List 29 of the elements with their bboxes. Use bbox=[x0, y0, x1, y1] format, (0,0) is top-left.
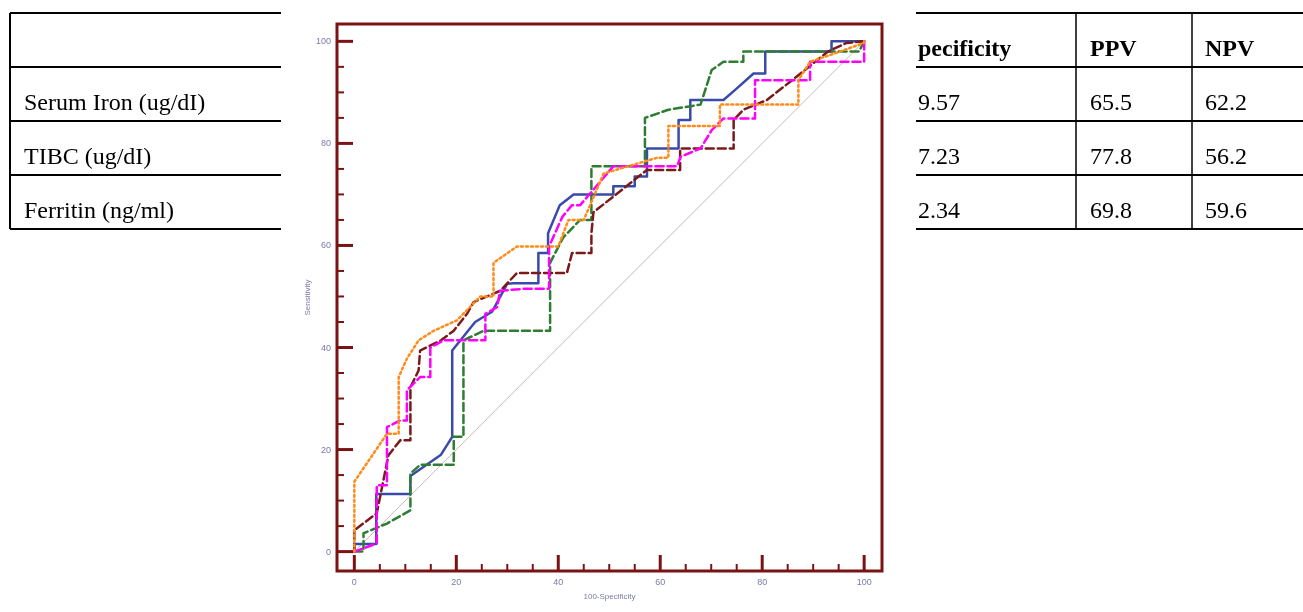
y-tick-label: 40 bbox=[320, 342, 331, 353]
y-tick-label: 80 bbox=[320, 138, 331, 149]
text: NPV bbox=[1205, 35, 1255, 61]
text: PPV bbox=[1090, 35, 1138, 61]
text: Ferritin (ng/ml) bbox=[24, 197, 174, 223]
text: 9.57 bbox=[918, 89, 960, 115]
text: TIBC (ug/dI) bbox=[24, 143, 152, 169]
x-tick-label: 0 bbox=[351, 577, 357, 587]
text: 65.5 bbox=[1090, 89, 1132, 115]
y-tick-label: 100 bbox=[315, 36, 331, 47]
text: 69.8 bbox=[1090, 197, 1132, 223]
y-tick-label: 60 bbox=[320, 240, 331, 251]
y-axis-title: Sensitivity bbox=[303, 279, 312, 316]
x-tick-label: 60 bbox=[655, 577, 666, 587]
x-tick-label: 20 bbox=[451, 577, 462, 587]
text: 56.2 bbox=[1205, 143, 1247, 169]
text: Serum Iron (ug/dI) bbox=[24, 89, 206, 115]
text: 77.8 bbox=[1090, 143, 1132, 169]
y-tick-label: 0 bbox=[325, 546, 331, 557]
x-tick-label: 100 bbox=[856, 577, 872, 587]
text: 7.23 bbox=[918, 143, 960, 169]
y-tick-label: 20 bbox=[320, 444, 331, 455]
text: 59.6 bbox=[1205, 197, 1247, 223]
x-axis-title: 100-Specificity bbox=[583, 592, 636, 601]
text: pecificity bbox=[918, 35, 1012, 61]
text: 2.34 bbox=[918, 197, 960, 223]
x-tick-label: 80 bbox=[757, 577, 768, 587]
x-tick-label: 40 bbox=[553, 577, 564, 587]
text: 62.2 bbox=[1205, 89, 1247, 115]
